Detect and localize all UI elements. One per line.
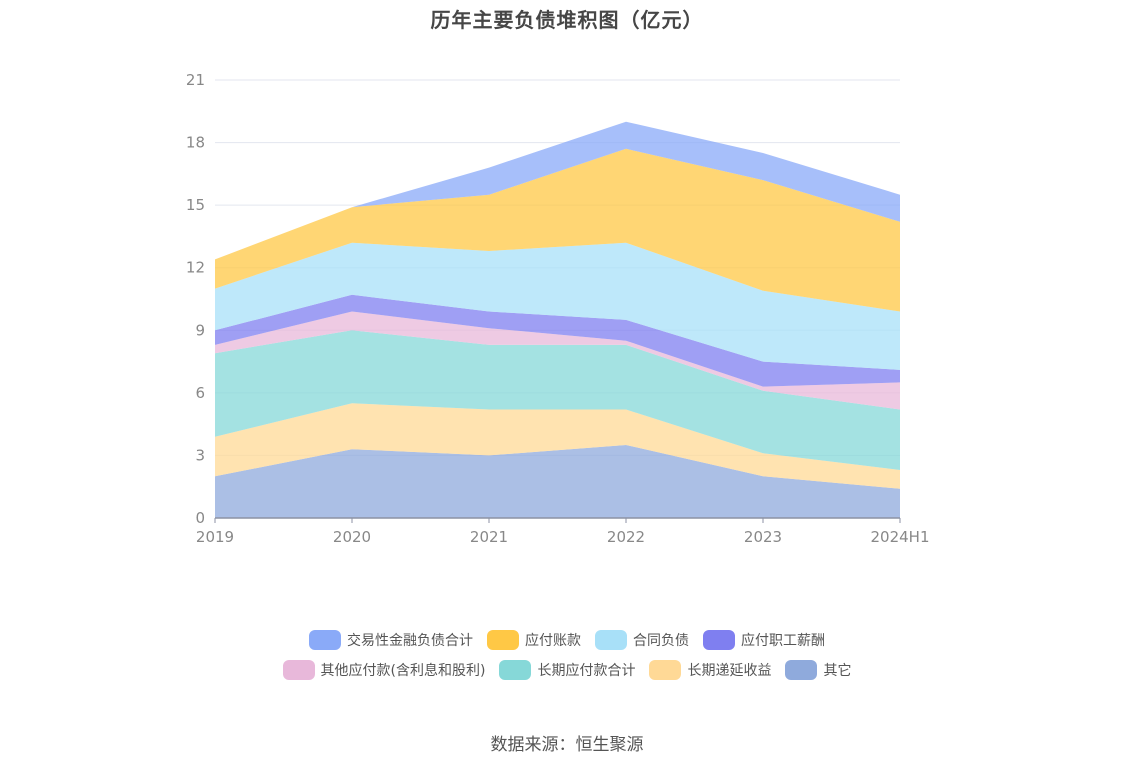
- x-tick-label: 2021: [470, 528, 508, 546]
- legend-label: 合同负债: [633, 633, 689, 649]
- legend-swatch: [649, 660, 682, 680]
- series-area: [215, 330, 900, 470]
- legend-item[interactable]: 其他应付款(含利息和股利): [282, 660, 486, 680]
- legend-label: 长期递延收益: [687, 663, 772, 679]
- series-area: [215, 311, 900, 410]
- legend-item[interactable]: 交易性金融负债合计: [309, 630, 473, 650]
- x-tick-label: 2019: [196, 528, 234, 546]
- legend-swatch: [785, 660, 818, 680]
- legend-item[interactable]: 长期递延收益: [649, 660, 771, 680]
- series-area: [215, 403, 900, 489]
- legend-swatch: [595, 630, 627, 650]
- x-tick-label: 2022: [607, 528, 645, 546]
- x-tick-label: 2023: [744, 528, 782, 546]
- x-tick-label: 2020: [333, 528, 371, 546]
- legend-row: 交易性金融负债合计 应付账款 合同负债 应付职工薪酬: [0, 630, 1134, 650]
- chart-area: 0 3 6 9 12 15 18 21 2019 2020 2021 2022 2023 2024H1: [186, 71, 930, 546]
- legend-item[interactable]: 其它: [785, 660, 851, 680]
- y-tick-label: 15: [186, 196, 205, 214]
- legend-swatch: [487, 630, 519, 650]
- y-tick-label: 21: [186, 71, 205, 89]
- x-tick-label: 2024H1: [871, 528, 930, 546]
- legend: 交易性金融负债合计 应付账款 合同负债 应付职工薪酬 其他应付款(含利息和股利) 长期应…: [0, 630, 1134, 690]
- source-note: 数据来源：恒生聚源: [490, 735, 644, 755]
- legend-swatch: [703, 630, 735, 650]
- y-tick-label: 12: [186, 259, 205, 277]
- legend-label: 其它: [823, 663, 852, 679]
- legend-label: 其他应付款(含利息和股利): [320, 663, 486, 679]
- legend-item[interactable]: 应付账款: [487, 630, 581, 650]
- series-area: [215, 148, 900, 312]
- y-tick-label: 6: [195, 384, 205, 402]
- chart-title: 历年主要负债堆积图（亿元）: [430, 8, 704, 32]
- legend-label: 长期应付款合计: [537, 663, 636, 679]
- legend-label: 应付职工薪酬: [741, 633, 825, 649]
- legend-item[interactable]: 合同负债: [595, 630, 689, 650]
- series-layer: [215, 121, 900, 518]
- y-tick-label: 3: [195, 446, 205, 464]
- series-area: [215, 445, 900, 518]
- series-area: [215, 294, 900, 387]
- legend-label: 交易性金融负债合计: [347, 633, 473, 649]
- series-area: [215, 242, 900, 370]
- legend-row: 其他应付款(含利息和股利) 长期应付款合计 长期递延收益 其它: [0, 660, 1134, 680]
- legend-label: 应付账款: [525, 633, 581, 649]
- y-tick-label: 0: [195, 509, 205, 527]
- y-tick-label: 9: [195, 321, 205, 339]
- legend-swatch: [282, 660, 315, 680]
- y-tick-label: 18: [186, 134, 205, 152]
- series-area: [215, 121, 900, 260]
- legend-item[interactable]: 应付职工薪酬: [703, 630, 825, 650]
- legend-swatch: [499, 660, 532, 680]
- legend-item[interactable]: 长期应付款合计: [499, 660, 635, 680]
- legend-swatch: [309, 630, 341, 650]
- axis-layer: 0 3 6 9 12 15 18 21 2019 2020 2021 2022 2023 2024H1: [186, 71, 930, 546]
